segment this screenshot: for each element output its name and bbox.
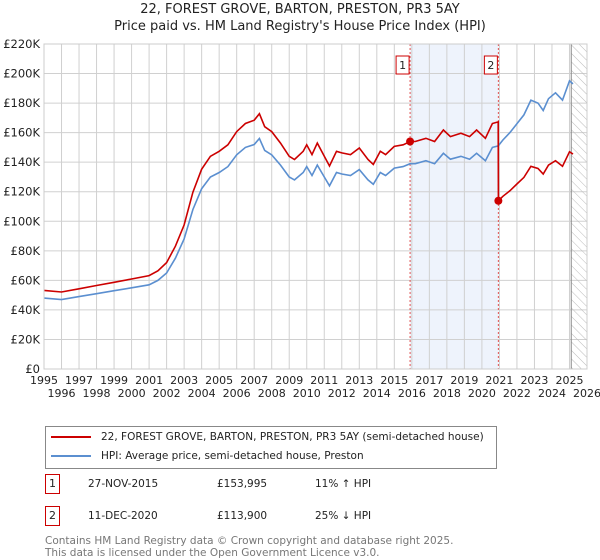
plot-area: 1995199619971998199920002001200220032004… bbox=[3, 37, 600, 400]
sale-price: £113,900 bbox=[217, 510, 268, 522]
legend-label: HPI: Average price, semi-detached house,… bbox=[101, 450, 364, 462]
x-tick-label: 1995 bbox=[30, 374, 58, 387]
x-tick-label: 2026 bbox=[573, 387, 600, 400]
sale-badge-label: 2 bbox=[487, 59, 494, 72]
x-tick-label: 2023 bbox=[520, 374, 548, 387]
x-tick-label: 2021 bbox=[485, 374, 513, 387]
legend-item-price-paid: 22, FOREST GROVE, BARTON, PRESTON, PR3 5… bbox=[51, 431, 484, 443]
x-tick-label: 2016 bbox=[398, 387, 426, 400]
x-tick-label: 2011 bbox=[310, 374, 338, 387]
x-tick-label: 2025 bbox=[555, 374, 583, 387]
legend-swatch-blue bbox=[51, 455, 91, 457]
x-tick-label: 2022 bbox=[503, 387, 531, 400]
x-tick-label: 2012 bbox=[328, 387, 356, 400]
sale-price: £153,995 bbox=[217, 478, 268, 490]
footer: Contains HM Land Registry data © Crown c… bbox=[45, 535, 453, 559]
y-tick-label: £200K bbox=[3, 67, 40, 81]
x-tick-label: 2017 bbox=[415, 374, 443, 387]
x-tick-label: 1998 bbox=[83, 387, 111, 400]
y-tick-label: £60K bbox=[11, 273, 41, 287]
x-tick-label: 2000 bbox=[118, 387, 146, 400]
x-tick-label: 2020 bbox=[468, 387, 496, 400]
footer-copyright: Contains HM Land Registry data © Crown c… bbox=[45, 535, 454, 547]
chart-title: 22, FOREST GROVE, BARTON, PRESTON, PR3 5… bbox=[140, 2, 460, 17]
plot-border bbox=[43, 43, 588, 370]
sale-hpi-diff: 25% ↓ HPI bbox=[315, 510, 372, 522]
sale-badge: 2 bbox=[45, 506, 60, 526]
x-tick-label: 1997 bbox=[65, 374, 93, 387]
y-tick-label: £20K bbox=[11, 332, 41, 346]
y-tick-label: £100K bbox=[3, 214, 40, 228]
x-tick-label: 2024 bbox=[538, 387, 566, 400]
x-tick-label: 2006 bbox=[223, 387, 251, 400]
x-tick-label: 2007 bbox=[240, 374, 268, 387]
price-paid-line bbox=[43, 112, 574, 293]
x-tick-label: 2019 bbox=[450, 374, 478, 387]
y-tick-label: £220K bbox=[3, 37, 40, 51]
sale-hpi-diff: 11% ↑ HPI bbox=[315, 478, 372, 490]
sale-period-shading bbox=[410, 44, 499, 369]
x-tick-label: 2005 bbox=[205, 374, 233, 387]
sale-point bbox=[406, 137, 415, 146]
x-tick-label: 1996 bbox=[48, 387, 76, 400]
x-tick-label: 2004 bbox=[188, 387, 216, 400]
chart-subtitle: Price paid vs. HM Land Registry's House … bbox=[114, 19, 486, 34]
x-tick-label: 1999 bbox=[100, 374, 128, 387]
x-tick-label: 2013 bbox=[345, 374, 373, 387]
hpi-line bbox=[43, 79, 574, 301]
sale-row: 2 11-DEC-2020 £113,900 25% ↓ HPI bbox=[45, 506, 445, 526]
sale-badge-label: 1 bbox=[399, 59, 406, 72]
x-tick-label: 2002 bbox=[153, 387, 181, 400]
sale-date: 27-NOV-2015 bbox=[88, 478, 159, 490]
y-tick-label: £160K bbox=[3, 126, 40, 140]
sale-date: 11-DEC-2020 bbox=[88, 510, 158, 522]
y-tick-label: £120K bbox=[3, 185, 40, 199]
x-tick-label: 2003 bbox=[170, 374, 198, 387]
sale-point bbox=[494, 196, 503, 205]
forecast-hatch bbox=[571, 44, 587, 369]
sale-row: 1 27-NOV-2015 £153,995 11% ↑ HPI bbox=[45, 474, 445, 494]
legend-item-hpi: HPI: Average price, semi-detached house,… bbox=[51, 450, 364, 462]
sale-badge-box bbox=[483, 55, 498, 75]
x-tick-label: 2009 bbox=[275, 374, 303, 387]
x-tick-label: 2018 bbox=[433, 387, 461, 400]
y-tick-label: £180K bbox=[3, 96, 40, 110]
y-tick-label: £40K bbox=[11, 303, 41, 317]
y-tick-label: £140K bbox=[3, 155, 40, 169]
x-tick-label: 2001 bbox=[135, 374, 163, 387]
x-tick-label: 2010 bbox=[293, 387, 321, 400]
footer-licence: This data is licensed under the Open Gov… bbox=[45, 547, 380, 559]
legend: 22, FOREST GROVE, BARTON, PRESTON, PR3 5… bbox=[45, 426, 497, 469]
legend-swatch-red bbox=[51, 436, 91, 438]
sale-badge: 1 bbox=[45, 474, 60, 494]
x-tick-label: 2008 bbox=[258, 387, 286, 400]
sale-badge-box bbox=[395, 55, 410, 75]
x-tick-label: 2014 bbox=[363, 387, 391, 400]
y-tick-label: £0 bbox=[25, 362, 40, 376]
legend-label: 22, FOREST GROVE, BARTON, PRESTON, PR3 5… bbox=[101, 431, 484, 443]
x-tick-label: 2015 bbox=[380, 374, 408, 387]
y-tick-label: £80K bbox=[11, 244, 41, 258]
